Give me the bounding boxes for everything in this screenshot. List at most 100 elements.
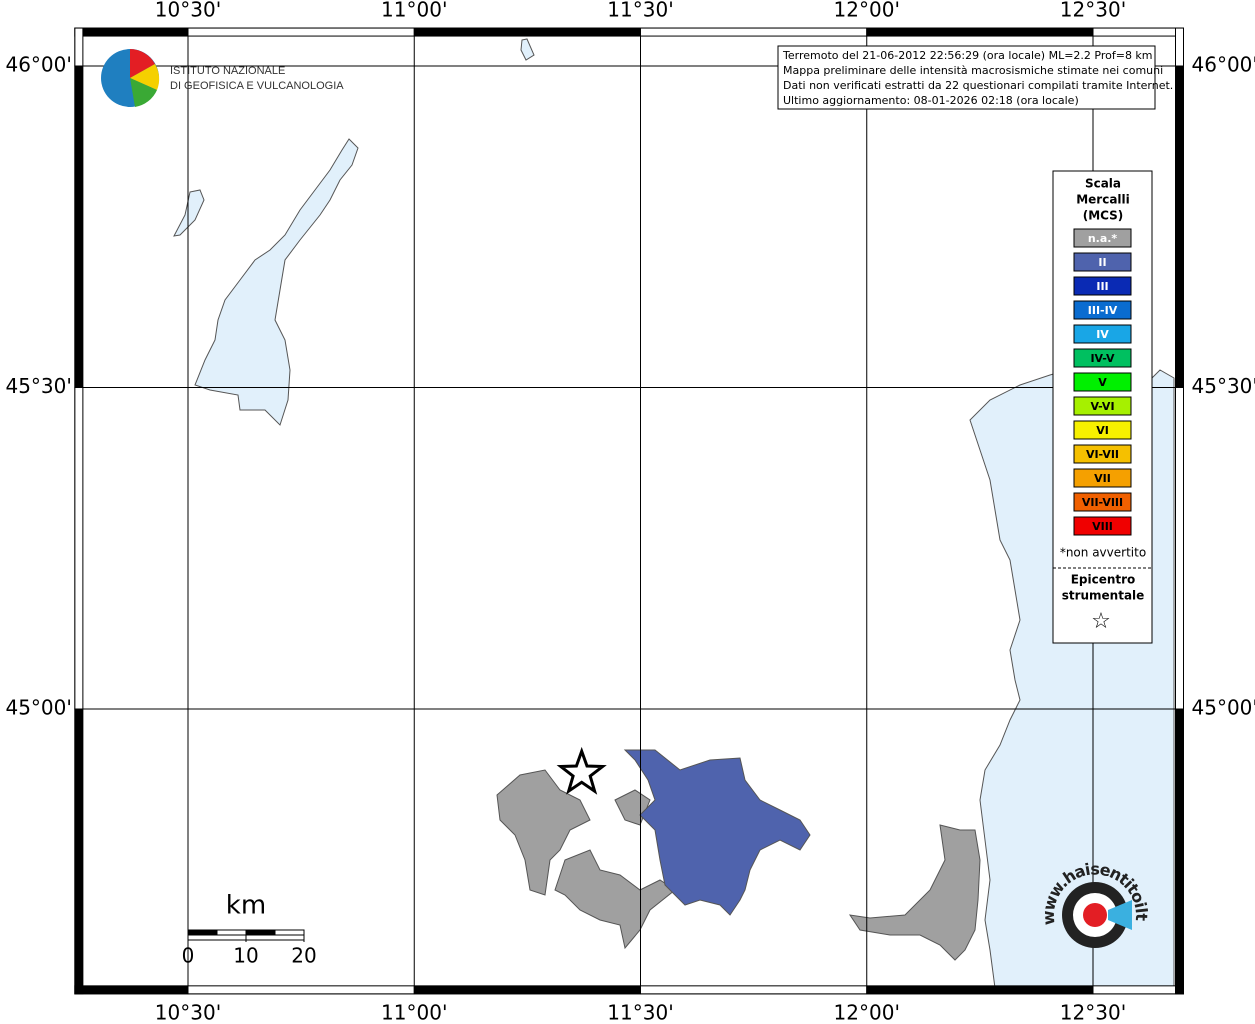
frame-band <box>866 27 1094 37</box>
legend-label: VII-VIII <box>1082 496 1123 509</box>
frame-band <box>1092 27 1184 37</box>
frame-band <box>866 985 1094 995</box>
lon-label: 11°00' <box>381 0 447 22</box>
epicenter-symbol: ☆ <box>1091 609 1111 634</box>
info-line: Mappa preliminare delle intensità macros… <box>783 64 1163 77</box>
legend-title: Scala <box>1085 177 1121 191</box>
institute-line: DI GEOFISICA E VULCANOLOGIA <box>170 80 344 92</box>
scale-segment <box>274 929 305 936</box>
info-line: Terremoto del 21-06-2012 22:56:29 (ora l… <box>782 49 1153 62</box>
legend-title: (MCS) <box>1083 209 1124 223</box>
scale-unit: km <box>226 891 266 921</box>
scale-label: 20 <box>291 944 316 968</box>
frame-band <box>640 27 868 37</box>
legend-label: VII <box>1094 472 1111 485</box>
scale-label: 0 <box>182 944 195 968</box>
municipality <box>848 824 981 961</box>
legend-swatch <box>1073 396 1132 416</box>
institute-line: ISTITUTO NAZIONALE <box>170 65 285 77</box>
frame-band <box>74 387 84 710</box>
frame-band <box>187 27 415 37</box>
legend-label: II <box>1098 256 1106 269</box>
scale-segment <box>216 929 247 936</box>
info-box: Terremoto del 21-06-2012 22:56:29 (ora l… <box>777 45 1173 110</box>
brand-megaphone <box>1108 900 1132 930</box>
lon-label: 11°00' <box>381 1000 447 1024</box>
lon-label: 10°30' <box>155 0 221 22</box>
globe-segment <box>130 49 155 78</box>
globe-segment <box>130 78 157 107</box>
frame-band <box>187 985 415 995</box>
legend-swatch <box>1073 516 1132 536</box>
lon-label: 12°30' <box>1060 0 1126 22</box>
lat-label: 45°30' <box>5 374 71 398</box>
frame-band <box>640 985 868 995</box>
epicenter-title: Epicentro <box>1071 573 1136 587</box>
legend-label: n.a.* <box>1088 232 1118 245</box>
scale-segment <box>245 929 276 936</box>
legend-swatch <box>1073 276 1132 296</box>
lake <box>520 38 535 61</box>
legend-swatch <box>1073 444 1132 464</box>
info-line: Dati non verificati estratti da 22 quest… <box>783 79 1173 92</box>
lon-label: 12°00' <box>834 0 900 22</box>
legend-label: VI-VII <box>1086 448 1119 461</box>
legend-swatch <box>1073 468 1132 488</box>
lon-label: 12°30' <box>1060 1000 1126 1024</box>
frame-band <box>1175 708 1184 995</box>
municipality <box>623 749 811 916</box>
legend-label: VI <box>1096 424 1109 437</box>
scale-bar: km 0 10 20 <box>182 891 317 968</box>
legend-swatch <box>1073 372 1132 392</box>
lat-label: 46°00' <box>1192 53 1255 77</box>
lat-label: 45°00' <box>1192 696 1255 720</box>
frame-band <box>74 27 84 67</box>
legend-label: III <box>1096 280 1108 293</box>
frame-band <box>1175 387 1184 710</box>
frame-band <box>74 27 189 37</box>
globe-segment <box>130 64 160 90</box>
legend-label: VIII <box>1092 520 1113 533</box>
frame-band <box>74 985 189 995</box>
legend-label: III-IV <box>1088 304 1118 317</box>
legend-label: V <box>1098 376 1107 389</box>
legend-swatch <box>1073 252 1132 272</box>
lake-garda <box>194 138 359 426</box>
legend-swatch <box>1073 324 1132 344</box>
legend-swatch <box>1073 228 1132 248</box>
legend-swatch <box>1073 300 1132 320</box>
frame-band <box>413 985 641 995</box>
municipality <box>554 849 676 950</box>
legend-swatch <box>1073 492 1132 512</box>
lat-label: 45°00' <box>5 696 71 720</box>
legend-title: Mercalli <box>1076 193 1130 207</box>
legend-label: IV-V <box>1090 352 1115 365</box>
legend: Scala Mercalli (MCS) *non avvertito Epic… <box>1052 170 1153 644</box>
brand-circle <box>1083 903 1107 927</box>
scale-label: 10 <box>233 944 258 968</box>
lon-label: 10°30' <box>155 1000 221 1024</box>
lon-label: 11°30' <box>607 0 673 22</box>
info-line: Ultimo aggiornamento: 08-01-2026 02:18 (… <box>783 94 1079 107</box>
ingv-logo: ISTITUTO NAZIONALE DI GEOFISICA E VULCAN… <box>101 49 344 107</box>
legend-label: IV <box>1096 328 1109 341</box>
legend-label: V-VI <box>1090 400 1114 413</box>
legend-swatch <box>1073 420 1132 440</box>
municipality <box>496 769 591 896</box>
frame <box>74 27 1184 995</box>
frame-band <box>1175 65 1184 388</box>
frame-band <box>74 708 84 995</box>
frame-band <box>1175 27 1184 67</box>
legend-swatch <box>1073 348 1132 368</box>
scale-segment <box>187 929 218 936</box>
lon-label: 11°30' <box>607 1000 673 1024</box>
epicenter-title: strumentale <box>1062 589 1145 603</box>
lat-label: 46°00' <box>5 53 71 77</box>
frame-band <box>74 65 84 388</box>
legend-footnote: *non avvertito <box>1060 546 1146 560</box>
epicenter <box>556 746 607 795</box>
lat-label: 45°30' <box>1192 374 1255 398</box>
frame-band <box>1092 985 1184 995</box>
info-frame <box>777 45 1156 110</box>
